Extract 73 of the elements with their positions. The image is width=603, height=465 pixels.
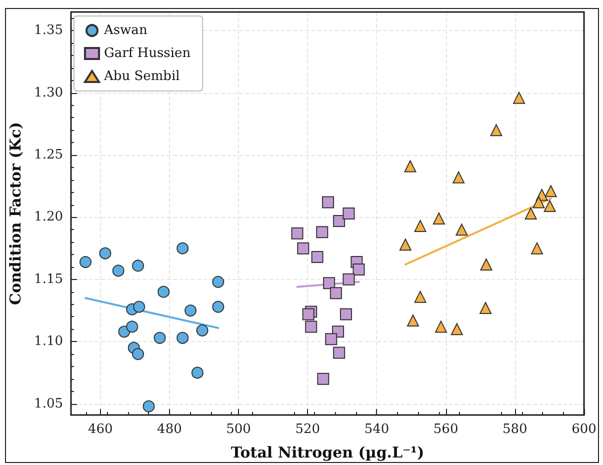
point (323, 277, 336, 290)
point (342, 273, 355, 286)
point (212, 300, 224, 313)
point (513, 92, 526, 104)
point (524, 208, 537, 220)
point (297, 242, 310, 254)
point (142, 400, 155, 412)
point (311, 251, 324, 264)
point (191, 366, 204, 379)
point (126, 320, 138, 333)
point (432, 212, 445, 224)
y-tick-label: 1.30 (34, 85, 63, 100)
point (291, 227, 304, 240)
y-tick-label: 1.25 (34, 148, 63, 163)
y-tick-label: 1.35 (34, 23, 63, 38)
x-tick-label: 600 (572, 422, 596, 437)
point (325, 333, 338, 346)
point (342, 208, 355, 220)
point (133, 300, 146, 313)
x-tick-label: 520 (295, 422, 320, 437)
point (154, 332, 166, 344)
point (404, 160, 416, 172)
point (112, 264, 124, 277)
point (196, 324, 208, 336)
x-tick-label: 540 (364, 422, 390, 437)
point (480, 302, 492, 314)
point (407, 314, 419, 326)
point (434, 320, 447, 333)
x-tick-label: 580 (502, 422, 528, 437)
point (480, 258, 492, 270)
point (330, 287, 342, 300)
y-axis-title: Condition Factor (Kc) (6, 122, 24, 305)
point (333, 214, 346, 227)
x-tick-label: 460 (88, 422, 113, 437)
point (99, 247, 112, 260)
legend-label: Garf Hussien (104, 46, 192, 61)
point (316, 226, 328, 238)
point (80, 256, 92, 268)
point (450, 323, 463, 336)
legend-label: Aswan (103, 23, 148, 38)
point (322, 196, 334, 208)
point (340, 308, 352, 320)
point (414, 220, 426, 232)
point (452, 171, 465, 184)
point (414, 290, 426, 303)
point (544, 185, 557, 198)
point (184, 304, 197, 317)
point (132, 348, 144, 360)
point (212, 276, 224, 288)
point (302, 308, 314, 320)
point (490, 124, 502, 136)
point (176, 242, 189, 254)
x-tick-label: 480 (157, 422, 182, 437)
y-tick-label: 1.10 (34, 334, 63, 350)
point (399, 238, 412, 251)
point (544, 200, 556, 212)
y-tick-label: 1.20 (34, 210, 63, 225)
point (158, 286, 170, 298)
y-tick-label: 1.15 (34, 272, 63, 287)
legend-label: Abu Sembil (103, 69, 180, 84)
point (132, 260, 144, 272)
point (531, 242, 544, 254)
point (317, 372, 330, 385)
point (176, 332, 189, 344)
x-tick-label: 560 (433, 422, 458, 437)
point (333, 346, 346, 359)
x-axis-title: Total Nitrogen (µg.L⁻¹) (230, 444, 424, 462)
point (456, 224, 468, 236)
point (352, 263, 365, 276)
x-tick-label: 500 (226, 422, 251, 437)
point (305, 320, 318, 333)
y-tick-label: 1.05 (34, 396, 63, 412)
point (532, 196, 545, 208)
